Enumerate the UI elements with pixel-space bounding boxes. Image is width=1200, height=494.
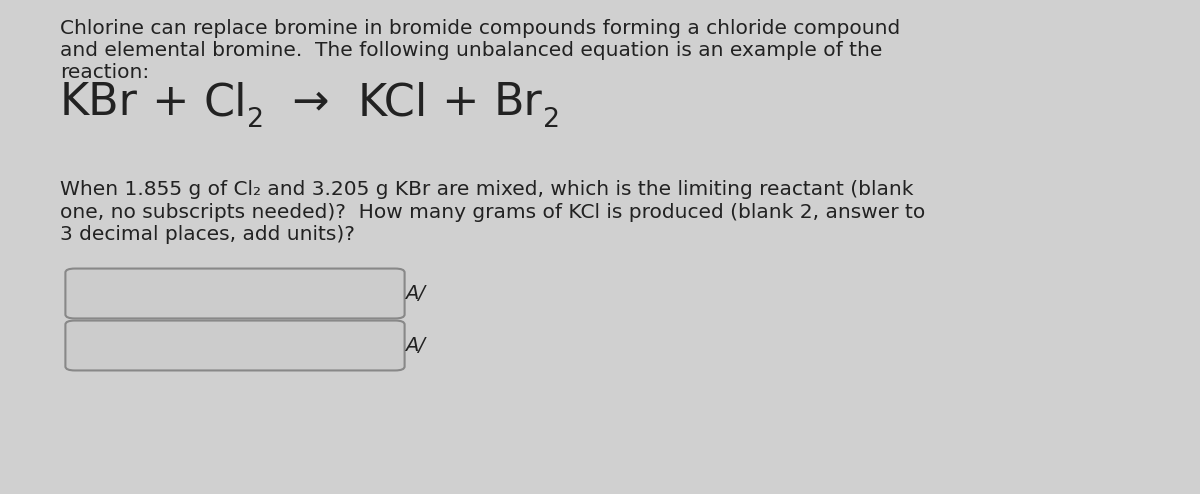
Text: 2: 2: [542, 107, 559, 133]
Text: KBr: KBr: [60, 81, 138, 124]
Text: When 1.855 g of Cl₂ and 3.205 g KBr are mixed, which is the limiting reactant (b: When 1.855 g of Cl₂ and 3.205 g KBr are …: [60, 180, 913, 199]
Text: 2: 2: [247, 107, 264, 133]
Text: KCl: KCl: [358, 81, 428, 124]
Text: A/: A/: [404, 336, 425, 355]
Text: and elemental bromine.  The following unbalanced equation is an example of the: and elemental bromine. The following unb…: [60, 41, 882, 60]
Text: +: +: [138, 81, 204, 124]
Text: →: →: [264, 81, 358, 124]
Text: reaction:: reaction:: [60, 63, 149, 82]
Text: Cl: Cl: [204, 81, 247, 124]
Text: one, no subscripts needed)?  How many grams of KCl is produced (blank 2, answer : one, no subscripts needed)? How many gra…: [60, 203, 925, 221]
Text: Br: Br: [493, 81, 542, 124]
Text: 3 decimal places, add units)?: 3 decimal places, add units)?: [60, 225, 355, 244]
Text: Chlorine can replace bromine in bromide compounds forming a chloride compound: Chlorine can replace bromine in bromide …: [60, 19, 900, 38]
Text: A/: A/: [404, 284, 425, 303]
Text: +: +: [428, 81, 493, 124]
